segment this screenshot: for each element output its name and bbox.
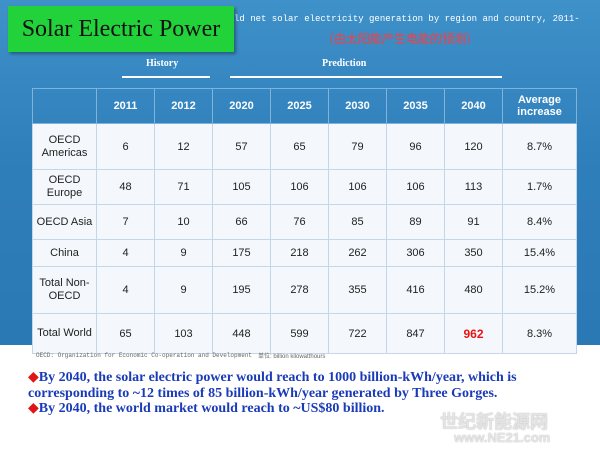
column-header: 2035 [386, 88, 445, 124]
figure-caption-chinese: （由太阳能产生电能的预测） [322, 32, 479, 46]
row-label: China [32, 239, 97, 267]
table-cell: 195 [212, 266, 271, 314]
table-cell: 65 [270, 123, 329, 170]
table-cell: 48 [96, 169, 155, 205]
table-cell: 66 [212, 204, 271, 240]
highlighted-cell: 962 [444, 313, 503, 354]
row-label: OECD Europe [32, 169, 97, 205]
bullet-text: By 2040, the world market would reach to… [38, 401, 385, 416]
table-row: Total Non-OECD 4 9 195 278 355 416 480 1… [32, 266, 577, 314]
table-cell: 113 [444, 169, 503, 205]
generation-table: 2011 2012 2020 2025 2030 2035 2040 Avera… [32, 88, 577, 354]
table-header-row: 2011 2012 2020 2025 2030 2035 2040 Avera… [32, 88, 577, 124]
table-cell: 12 [154, 123, 213, 170]
table-cell: 85 [328, 204, 387, 240]
column-header: 2030 [328, 88, 387, 124]
table-cell: 350 [444, 239, 503, 267]
history-group-label: History [146, 58, 179, 69]
table-row: Total World 65 103 448 599 722 847 962 8… [32, 313, 577, 354]
table-row: OECD Americas 6 12 57 65 79 96 120 8.7% [32, 123, 577, 170]
table-cell: 105 [212, 169, 271, 205]
table-cell: 57 [212, 123, 271, 170]
column-header: 2011 [96, 88, 155, 124]
table-cell: 175 [212, 239, 271, 267]
table-cell: 106 [270, 169, 329, 205]
table-cell: 65 [96, 313, 155, 354]
table-cell: 91 [444, 204, 503, 240]
diamond-bullet-icon: ◆ [28, 370, 39, 385]
table-cell: 722 [328, 313, 387, 354]
table-cell: 416 [386, 266, 445, 314]
prediction-group-line [230, 76, 502, 78]
row-label: Total World [32, 313, 97, 354]
table-cell: 103 [154, 313, 213, 354]
row-label: OECD Asia [32, 204, 97, 240]
table-cell: 96 [386, 123, 445, 170]
table-cell: 76 [270, 204, 329, 240]
units-footnote: 单位: billion kilowatthours [258, 354, 326, 360]
column-header: 2025 [270, 88, 329, 124]
watermark-url: www.NE21.com [454, 430, 551, 445]
bullet-item: ◆By 2040, the solar electric power would… [28, 370, 588, 401]
table-cell: 8.7% [502, 123, 577, 170]
column-header: Average increase [502, 88, 577, 124]
history-group-line [122, 76, 210, 78]
table-cell: 15.2% [502, 266, 577, 314]
table-cell: 218 [270, 239, 329, 267]
table-cell: 1.7% [502, 169, 577, 205]
table-cell: 7 [96, 204, 155, 240]
table-cell: 120 [444, 123, 503, 170]
table-cell: 71 [154, 169, 213, 205]
table-cell: 89 [386, 204, 445, 240]
table-cell: 10 [154, 204, 213, 240]
bullet-text: By 2040, the solar electric power would … [28, 370, 517, 401]
table-cell: 599 [270, 313, 329, 354]
diamond-bullet-icon: ◆ [28, 401, 39, 416]
table-cell: 355 [328, 266, 387, 314]
table-cell: 448 [212, 313, 271, 354]
table-cell: 6 [96, 123, 155, 170]
table-cell: 106 [328, 169, 387, 205]
bullet-list: ◆By 2040, the solar electric power would… [28, 370, 588, 417]
table-row: OECD Europe 48 71 105 106 106 106 113 1.… [32, 169, 577, 205]
row-label: OECD Americas [32, 123, 97, 170]
table-cell: 480 [444, 266, 503, 314]
table-cell: 79 [328, 123, 387, 170]
table-cell: 278 [270, 266, 329, 314]
column-header [32, 88, 97, 124]
table-row: OECD Asia 7 10 66 76 85 89 91 8.4% [32, 204, 577, 240]
watermark-logo: 世纪新能源网 [440, 412, 548, 432]
table-cell: 106 [386, 169, 445, 205]
bullet-item: ◆By 2040, the world market would reach t… [28, 401, 588, 417]
table-cell: 847 [386, 313, 445, 354]
figure-caption: ld net solar electricity generation by r… [234, 14, 580, 24]
table-cell: 4 [96, 239, 155, 267]
table-row: China 4 9 175 218 262 306 350 15.4% [32, 239, 577, 267]
table-cell: 8.4% [502, 204, 577, 240]
column-header: 2012 [154, 88, 213, 124]
table-cell: 8.3% [502, 313, 577, 354]
table-footnote: OECD: Organization for Economic Co-opera… [36, 352, 253, 359]
row-label: Total Non-OECD [32, 266, 97, 314]
table-cell: 15.4% [502, 239, 577, 267]
slide-title: Solar Electric Power [8, 6, 234, 52]
table-cell: 4 [96, 266, 155, 314]
column-header: 2020 [212, 88, 271, 124]
table-cell: 9 [154, 239, 213, 267]
table-cell: 9 [154, 266, 213, 314]
column-header: 2040 [444, 88, 503, 124]
table-cell: 262 [328, 239, 387, 267]
prediction-group-label: Prediction [322, 58, 367, 69]
table-cell: 306 [386, 239, 445, 267]
